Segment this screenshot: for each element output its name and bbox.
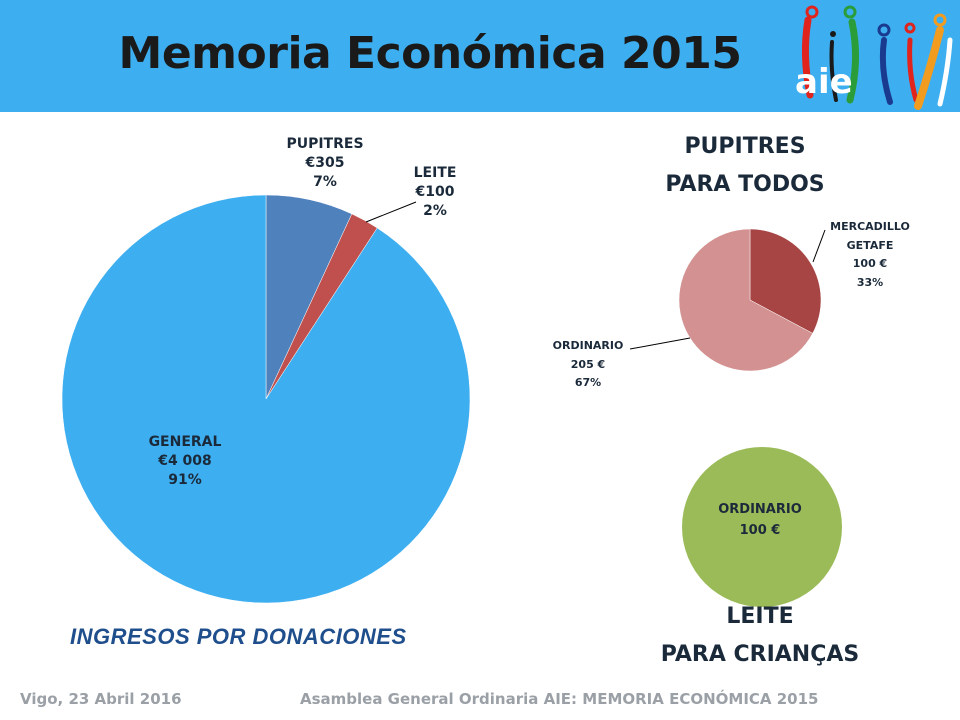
page-title: Memoria Económica 2015 — [118, 28, 742, 79]
slice-label-mercadillo-name2: GETAFE — [846, 238, 894, 252]
slice-label-leite-value: €100 — [415, 183, 455, 200]
leite-title-line1: LEITE — [726, 604, 794, 629]
aie-logo — [780, 0, 960, 112]
slice-label-general-value: €4 008 — [158, 452, 212, 469]
leader-line-ordinario — [629, 337, 691, 350]
slice-label-general: GENERAL €4 008 91% — [130, 433, 240, 490]
slice-label-pupitres-name: PUPITRES — [286, 136, 364, 152]
leite-chart-title: LEITE PARA CRIANÇAS — [640, 598, 880, 674]
slice-label-leite: LEITE €100 2% — [400, 164, 470, 221]
slice-label-ordinario-pupitres-name: ORDINARIO — [552, 339, 624, 352]
leite-title-line2: PARA CRIANÇAS — [660, 642, 860, 667]
slice-label-mercadillo-name1: MERCADILLO — [830, 220, 910, 233]
slice-label-mercadillo: MERCADILLO GETAFE 100 € 33% — [820, 218, 920, 293]
leader-line-mercadillo — [812, 229, 826, 263]
pupitres-pie — [678, 228, 822, 372]
leader-line-leite — [365, 201, 417, 223]
slice-label-leite-percent: 2% — [423, 202, 447, 219]
slice-label-mercadillo-percent: 33% — [856, 276, 884, 290]
pupitres-title-line2: PARA TODOS — [665, 172, 825, 197]
slice-label-pupitres: PUPITRES €305 7% — [270, 135, 380, 192]
slice-label-general-percent: 91% — [168, 471, 202, 488]
leite-pie — [682, 447, 842, 607]
slice-label-pupitres-value: €305 — [305, 154, 345, 171]
slice-label-ordinario-leite: ORDINARIO 100 € — [700, 500, 820, 542]
slice-label-ordinario-leite-name: ORDINARIO — [718, 502, 802, 517]
pupitres-chart-title: PUPITRES PARA TODOS — [630, 128, 860, 204]
logo-text: aie — [795, 62, 853, 102]
slice-label-ordinario-pupitres-percent: 67% — [574, 376, 602, 390]
donations-caption: INGRESOS POR DONACIONES — [70, 624, 407, 649]
pupitres-slice-ordinario — [678, 228, 814, 372]
pupitres-slice-mercadillo-getafe — [749, 228, 822, 334]
slice-label-mercadillo-value: 100 € — [852, 257, 888, 271]
slice-label-ordinario-pupitres: ORDINARIO 205 € 67% — [540, 337, 636, 393]
slice-label-pupitres-percent: 7% — [313, 173, 337, 190]
leite-slice-ordinario — [682, 447, 842, 607]
footer-event: Asamblea General Ordinaria AIE: MEMORIA … — [300, 690, 819, 708]
pupitres-title-line1: PUPITRES — [684, 134, 806, 159]
main-donations-pie — [61, 194, 471, 604]
slice-label-leite-name: LEITE — [413, 165, 457, 181]
slice-label-ordinario-pupitres-value: 205 € — [570, 357, 606, 371]
slice-label-general-name: GENERAL — [148, 434, 222, 450]
main-slice-general — [61, 194, 471, 604]
footer-date: Vigo, 23 Abril 2016 — [20, 690, 182, 708]
slice-label-ordinario-leite-value: 100 € — [739, 522, 781, 538]
charts-canvas — [61, 194, 842, 607]
